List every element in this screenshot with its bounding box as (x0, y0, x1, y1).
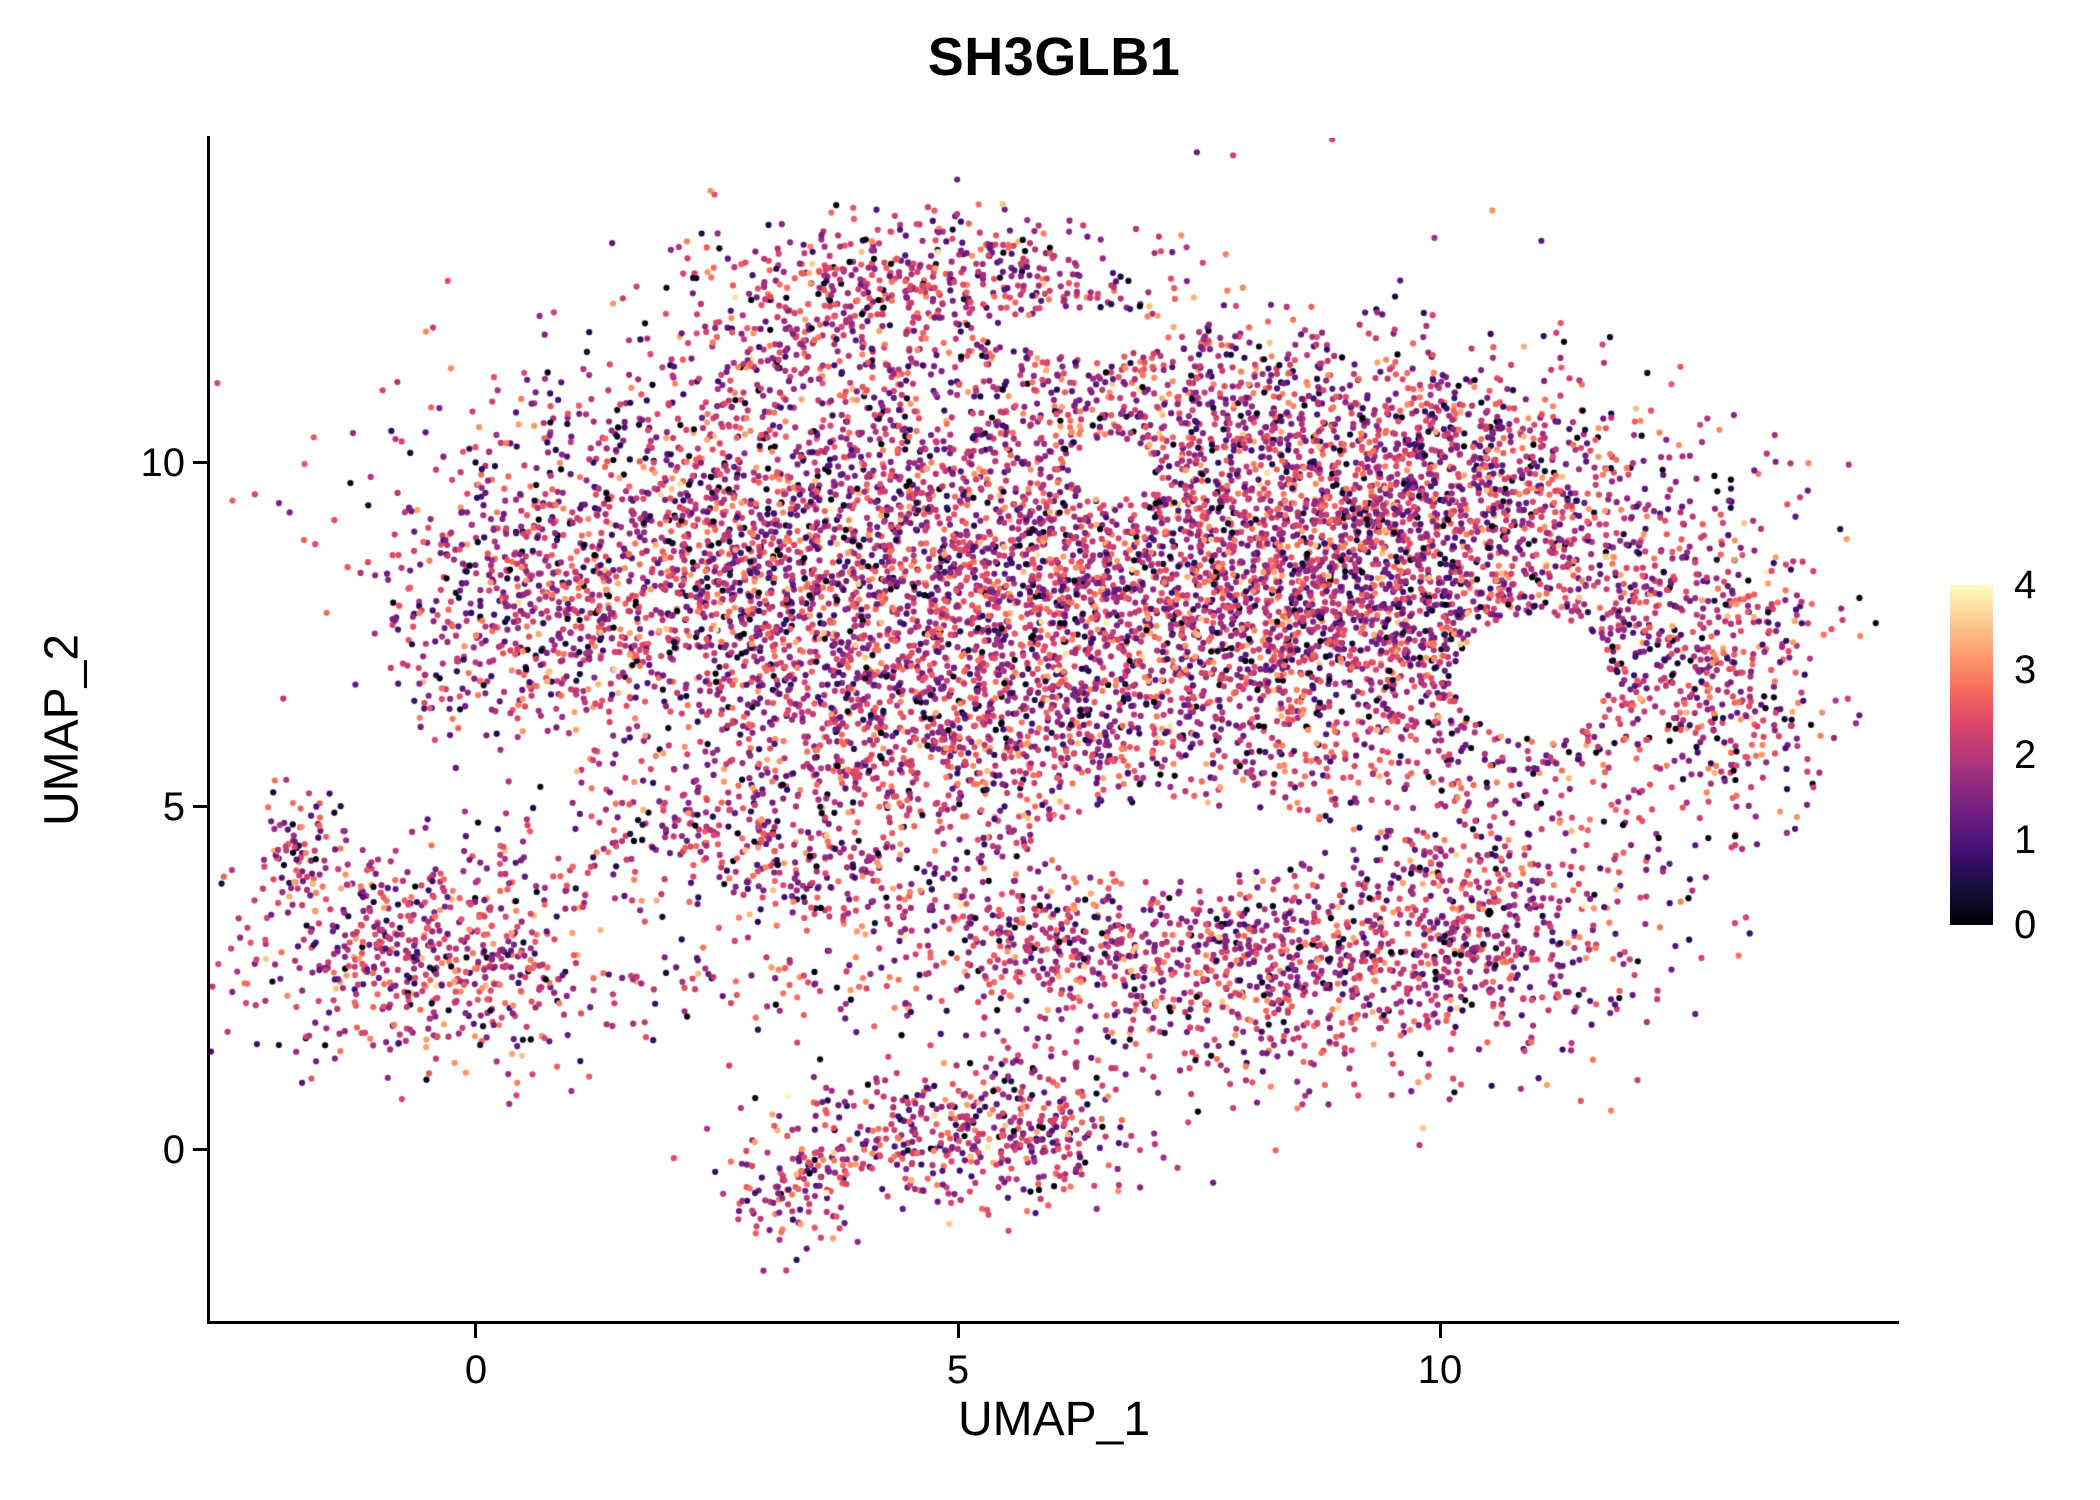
y-axis-title: UMAP_2 (35, 633, 89, 827)
y-axis-line (207, 136, 210, 1324)
x-axis-line (207, 1321, 1899, 1324)
colorbar-tick-0: 0 (2014, 903, 2037, 947)
plot-title: SH3GLB1 (927, 27, 1181, 87)
y-tick-mark-0 (193, 1148, 207, 1151)
x-tick-mark-10 (1439, 1324, 1442, 1338)
x-tick-label-0: 0 (464, 1348, 488, 1392)
x-axis-title: UMAP_1 (957, 1393, 1151, 1446)
x-tick-mark-5 (957, 1324, 960, 1338)
colorbar-gradient (1950, 585, 1993, 925)
colorbar-tick-1: 1 (2014, 818, 2037, 862)
x-tick-mark-0 (474, 1324, 477, 1338)
colorbar-legend: 4 3 2 1 0 (1950, 564, 2100, 946)
colorbar-tick-3: 3 (2014, 648, 2037, 692)
y-tick-mark-10 (193, 461, 207, 464)
x-tick-label-10: 10 (1417, 1348, 1463, 1392)
y-tick-label-10: 10 (140, 441, 186, 485)
y-tick-label-5: 5 (162, 785, 185, 829)
colorbar-tick-4: 4 (2014, 563, 2037, 607)
scatter-plot-canvas (210, 138, 1898, 1321)
colorbar-tick-2: 2 (2014, 733, 2037, 777)
y-tick-label-0: 0 (162, 1128, 185, 1172)
y-tick-mark-5 (193, 805, 207, 808)
x-tick-label-5: 5 (946, 1348, 970, 1392)
